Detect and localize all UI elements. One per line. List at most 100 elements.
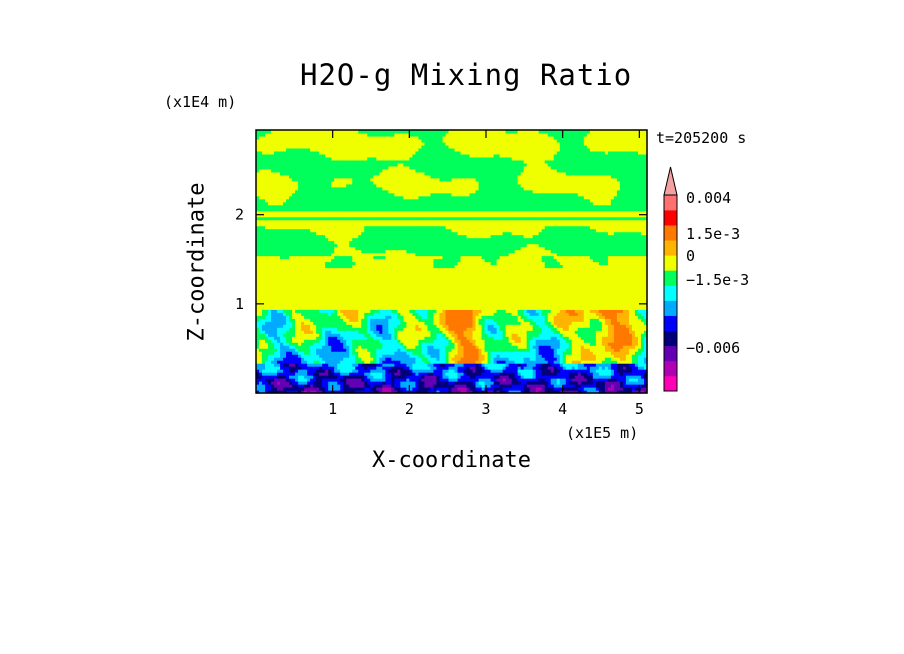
- contour-cell: [391, 234, 395, 239]
- contour-cell: [316, 240, 320, 245]
- contour-cell: [361, 315, 365, 319]
- contour-cell: [370, 255, 374, 260]
- contour-cell: [343, 273, 347, 278]
- contour-cell: [403, 312, 407, 316]
- contour-cell: [355, 231, 359, 236]
- contour-cell: [409, 309, 413, 313]
- contour-cell: [394, 369, 398, 373]
- contour-cell: [280, 297, 284, 301]
- contour-cell: [322, 198, 326, 203]
- contour-cell: [379, 357, 383, 361]
- contour-cell: [379, 339, 383, 343]
- contour-cell: [358, 363, 362, 367]
- contour-cell: [391, 135, 395, 140]
- contour-cell: [370, 363, 374, 367]
- contour-cell: [334, 354, 338, 358]
- contour-cell: [355, 156, 359, 161]
- contour-cell: [271, 315, 275, 319]
- contour-cell: [319, 285, 323, 289]
- contour-cell: [274, 285, 278, 289]
- contour-cell: [301, 357, 305, 361]
- contour-cell: [367, 378, 371, 382]
- contour-cell: [355, 267, 359, 272]
- contour-cell: [343, 225, 347, 230]
- contour-cell: [265, 258, 269, 263]
- contour-cell: [403, 294, 407, 298]
- contour-cell: [355, 201, 359, 206]
- contour-cell: [400, 381, 404, 385]
- contour-cell: [310, 294, 314, 298]
- contour-cell: [421, 201, 426, 206]
- contour-cell: [259, 216, 263, 221]
- contour-cell: [274, 267, 278, 272]
- contour-cell: [313, 240, 317, 245]
- contour-cell: [349, 321, 353, 325]
- contour-cell: [415, 130, 420, 134]
- contour-cell: [304, 144, 308, 149]
- contour-cell: [415, 141, 420, 146]
- contour-cell: [403, 315, 407, 319]
- contour-cell: [280, 381, 284, 385]
- contour-cell: [298, 186, 302, 191]
- contour-cell: [397, 261, 401, 266]
- contour-cell: [418, 174, 423, 179]
- contour-cell: [319, 174, 323, 179]
- contour-cell: [367, 210, 371, 215]
- contour-cell: [259, 387, 263, 391]
- contour-cell: [376, 345, 380, 349]
- contour-cell: [271, 159, 275, 164]
- contour-cell: [412, 309, 417, 313]
- contour-cell: [298, 240, 302, 245]
- contour-cell: [391, 369, 395, 373]
- contour-cell: [424, 369, 429, 373]
- contour-cell: [415, 144, 420, 149]
- contour-cell: [400, 195, 404, 200]
- contour-cell: [274, 312, 278, 316]
- contour-cell: [271, 165, 275, 170]
- contour-cell: [400, 261, 404, 266]
- contour-cell: [304, 204, 308, 209]
- contour-cell: [283, 141, 287, 146]
- contour-cell: [256, 354, 260, 358]
- contour-cell: [256, 228, 260, 233]
- contour-cell: [370, 165, 374, 170]
- contour-cell: [358, 378, 362, 382]
- contour-cell: [364, 264, 368, 269]
- contour-cell: [274, 177, 278, 182]
- contour-cell: [331, 357, 335, 361]
- contour-cell: [322, 162, 326, 167]
- contour-cell: [292, 261, 296, 266]
- contour-cell: [322, 249, 326, 254]
- contour-cell: [322, 234, 326, 239]
- contour-cell: [277, 261, 281, 266]
- contour-cell: [343, 333, 347, 337]
- contour-cell: [268, 141, 272, 146]
- contour-cell: [361, 378, 365, 382]
- contour-cell: [331, 276, 335, 281]
- contour-cell: [289, 306, 293, 310]
- contour-cell: [307, 213, 311, 218]
- contour-cell: [364, 255, 368, 260]
- contour-cell: [394, 294, 398, 298]
- contour-cell: [274, 354, 278, 358]
- contour-cell: [406, 261, 410, 266]
- contour-cell: [349, 180, 353, 185]
- contour-cell: [262, 291, 266, 295]
- contour-cell: [289, 144, 293, 149]
- contour-cell: [298, 333, 302, 337]
- contour-cell: [268, 132, 272, 137]
- contour-cell: [391, 130, 395, 134]
- contour-cell: [421, 195, 426, 200]
- contour-cell: [343, 249, 347, 254]
- contour-cell: [394, 183, 398, 188]
- contour-cell: [271, 225, 275, 230]
- contour-cell: [265, 174, 269, 179]
- contour-cell: [424, 279, 429, 284]
- contour-cell: [298, 222, 302, 227]
- contour-cell: [406, 222, 410, 227]
- contour-cell: [331, 315, 335, 319]
- contour-cell: [364, 237, 368, 242]
- contour-cell: [403, 267, 407, 272]
- contour-cell: [271, 369, 275, 373]
- contour-cell: [388, 159, 392, 164]
